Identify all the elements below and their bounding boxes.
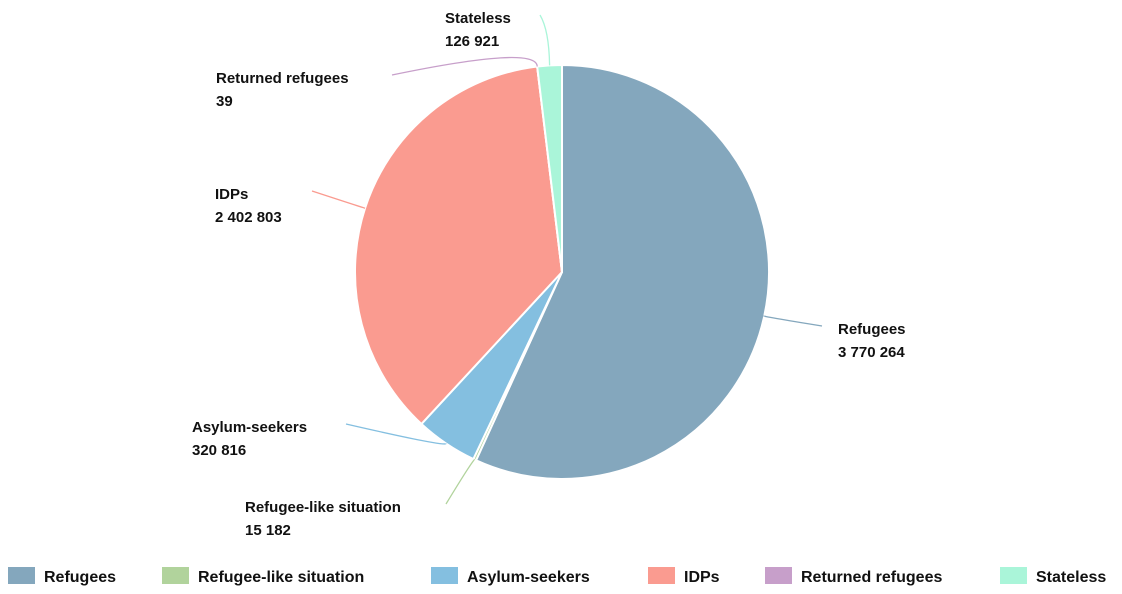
slice-label-idps: IDPs bbox=[215, 186, 248, 203]
leader-line-stateless bbox=[539, 14, 551, 66]
legend-label-asylum-seekers: Asylum-seekers bbox=[467, 569, 590, 586]
slice-labels: Refugees 3 770 264 Refugee-like situation 1… bbox=[192, 10, 906, 539]
legend-item-idps[interactable]: IDPs bbox=[648, 567, 720, 586]
legend-label-refugee-like-situation: Refugee-like situation bbox=[198, 569, 364, 586]
pie-slices bbox=[354, 63, 770, 480]
leader-line-asylum-seekers bbox=[345, 423, 447, 445]
legend-item-stateless[interactable]: Stateless bbox=[1000, 567, 1106, 586]
legend-label-idps: IDPs bbox=[684, 569, 720, 586]
leader-line-refugee-like-situation bbox=[445, 459, 476, 505]
leader-line-refugees bbox=[763, 315, 823, 327]
slice-label-returned-refugees: Returned refugees bbox=[216, 70, 349, 87]
slice-label-refugee-like-situation: Refugee-like situation bbox=[245, 499, 401, 516]
legend-item-asylum-seekers[interactable]: Asylum-seekers bbox=[431, 567, 590, 586]
legend-swatch-asylum-seekers bbox=[431, 567, 458, 584]
legend-swatch-returned-refugees bbox=[765, 567, 792, 584]
slice-label-refugees: Refugees bbox=[838, 321, 906, 338]
legend-swatch-idps bbox=[648, 567, 675, 584]
legend-item-refugees[interactable]: Refugees bbox=[8, 567, 116, 586]
slice-value-idps: 2 402 803 bbox=[215, 209, 282, 226]
leader-line-idps bbox=[311, 190, 366, 209]
legend-label-refugees: Refugees bbox=[44, 569, 116, 586]
slice-value-returned-refugees: 39 bbox=[216, 93, 233, 110]
legend-label-stateless: Stateless bbox=[1036, 569, 1106, 586]
legend-swatch-stateless bbox=[1000, 567, 1027, 584]
slice-label-stateless: Stateless bbox=[445, 10, 511, 27]
legend-swatch-refugees bbox=[8, 567, 35, 584]
legend-label-returned-refugees: Returned refugees bbox=[801, 569, 942, 586]
slice-value-asylum-seekers: 320 816 bbox=[192, 442, 246, 459]
leader-line-returned-refugees bbox=[391, 56, 538, 76]
legend-swatch-refugee-like-situation bbox=[162, 567, 189, 584]
slice-value-refugees: 3 770 264 bbox=[838, 344, 905, 361]
slice-value-refugee-like-situation: 15 182 bbox=[245, 522, 291, 539]
legend-item-returned-refugees[interactable]: Returned refugees bbox=[765, 567, 942, 586]
slice-value-stateless: 126 921 bbox=[445, 33, 499, 50]
slice-label-asylum-seekers: Asylum-seekers bbox=[192, 419, 307, 436]
legend-item-refugee-like-situation[interactable]: Refugee-like situation bbox=[162, 567, 364, 586]
legend: Refugees Refugee-like situation Asylum-see… bbox=[8, 567, 1106, 586]
